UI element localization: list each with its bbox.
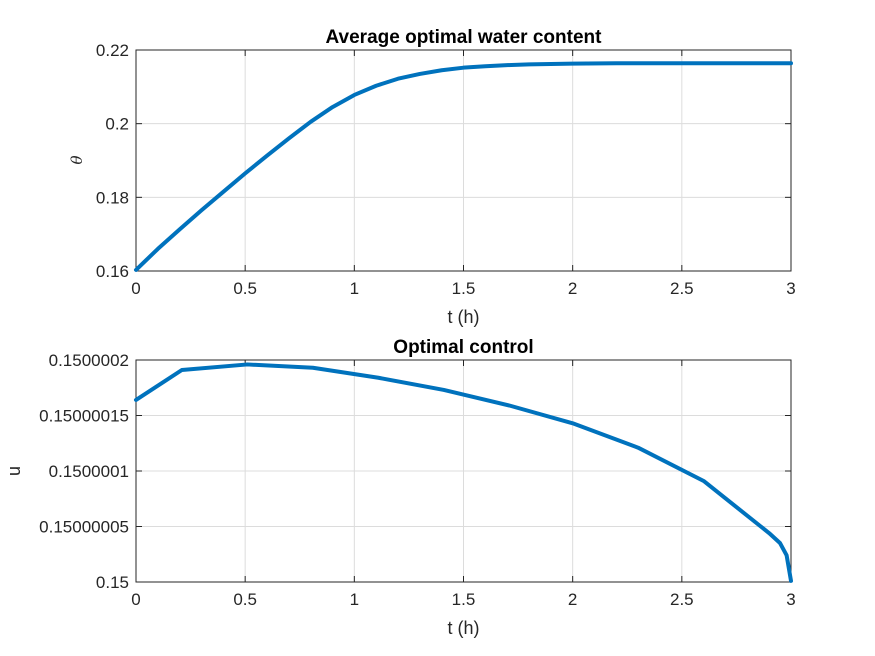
x-tick-label: 0.5: [233, 590, 257, 609]
x-tick-label: 2.5: [670, 590, 694, 609]
x-tick-label: 1: [350, 590, 359, 609]
y-tick-label: 0.2: [105, 115, 129, 134]
x-tick-label: 1.5: [452, 590, 476, 609]
x-tick-label: 1: [350, 279, 359, 298]
y-axis-label: θ: [68, 155, 86, 164]
x-tick-label: 2: [568, 279, 577, 298]
y-axis-label: u: [4, 466, 24, 476]
y-tick-label: 0.22: [96, 41, 129, 60]
y-tick-label: 0.15000015: [39, 407, 129, 426]
x-tick-label: 2.5: [670, 279, 694, 298]
x-tick-label: 2: [568, 590, 577, 609]
y-tick-label: 0.15000005: [39, 518, 129, 537]
subplot-1: 0 0.5 1 1.5 2 2.5 3 0.16 0.18 0.2 0.22 Average opti…: [68, 27, 796, 327]
y-tick-label: 0.1500001: [49, 462, 129, 481]
y-tick-label: 0.16: [96, 262, 129, 281]
chart-title: Optimal control: [393, 337, 533, 358]
x-tick-label: 3: [786, 279, 795, 298]
y-tick-label: 0.1500002: [49, 351, 129, 370]
x-tick-label: 0: [131, 590, 140, 609]
subplot-2: 0 0.5 1 1.5 2 2.5 3 0.15 0.15000005 0.1500001 0.15…: [4, 337, 796, 638]
chart-title: Average optimal water content: [326, 27, 603, 48]
series-line-u: [134, 362, 793, 583]
x-tick-label: 0.5: [233, 279, 257, 298]
x-axis-label: t (h): [447, 618, 479, 638]
x-tick-label: 1.5: [452, 279, 476, 298]
y-tick-label: 0.15: [96, 573, 129, 592]
x-tick-label: 3: [786, 590, 795, 609]
x-axis-label: t (h): [447, 307, 479, 327]
y-tick-label: 0.18: [96, 188, 129, 207]
series-line-theta: [134, 61, 793, 272]
x-tick-label: 0: [131, 279, 140, 298]
